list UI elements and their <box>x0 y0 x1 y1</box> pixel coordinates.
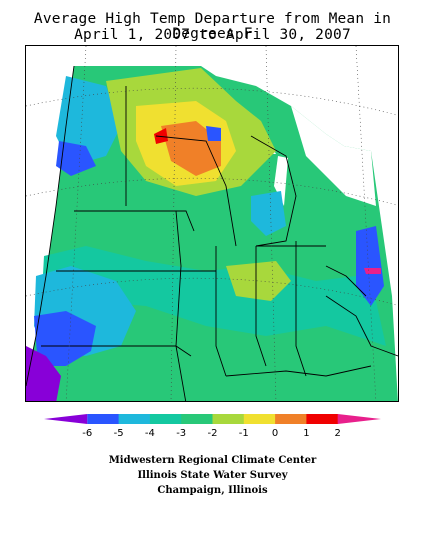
legend-tick-label: -5 <box>114 428 124 439</box>
zone-cyan-mi <box>251 191 286 236</box>
legend-tick-label: -1 <box>239 428 249 439</box>
legend-swatch <box>275 414 307 424</box>
state-boundaries <box>26 65 398 401</box>
zone-orange-north <box>161 121 221 176</box>
legend-tick-label: 0 <box>272 428 278 439</box>
legend-swatch <box>212 414 245 424</box>
legend-swatch <box>306 414 339 424</box>
zone-blue-nw <box>56 141 96 176</box>
legend-swatch <box>44 414 88 424</box>
legend-tick-label: -3 <box>176 428 186 439</box>
credit-line-1: Midwestern Regional Climate Center <box>108 455 317 466</box>
zone-blue-up <box>206 126 221 141</box>
legend-swatch <box>118 414 151 424</box>
legend-swatch <box>149 414 182 424</box>
legend-swatch <box>87 414 120 424</box>
color-legend: -6 -5 -4 -3 -2 -1 0 1 2 <box>44 414 381 439</box>
zone-purple-sw <box>26 346 61 401</box>
map-title: Average High Temp Departure from Mean in… <box>33 11 392 42</box>
legend-tick-label: 2 <box>335 428 341 439</box>
legend-swatch <box>337 414 381 424</box>
credit-line-3: Champaign, Illinois <box>157 485 268 496</box>
legend-tick-labels: -6 -5 -4 -3 -2 -1 0 1 2 <box>82 428 341 439</box>
legend-color-bar <box>44 414 381 424</box>
legend-tick-label: -4 <box>145 428 155 439</box>
legend-tick-label: 1 <box>303 428 309 439</box>
map-date-range: April 1, 2007 to April 30, 2007 <box>74 27 351 43</box>
zone-magenta-east <box>364 268 381 274</box>
legend-swatch <box>181 414 213 424</box>
zone-lime-central <box>226 261 291 301</box>
credit-line-2: Illinois State Water Survey <box>137 470 288 481</box>
temperature-departure-map <box>25 45 399 402</box>
map-svg <box>26 46 398 401</box>
zone-red-north <box>154 128 168 144</box>
legend-tick-label: -2 <box>208 428 218 439</box>
legend-swatch <box>243 414 276 424</box>
legend-tick-label: -6 <box>82 428 92 439</box>
zone-blue-east <box>356 226 384 306</box>
zone-blue-sw <box>34 311 96 366</box>
